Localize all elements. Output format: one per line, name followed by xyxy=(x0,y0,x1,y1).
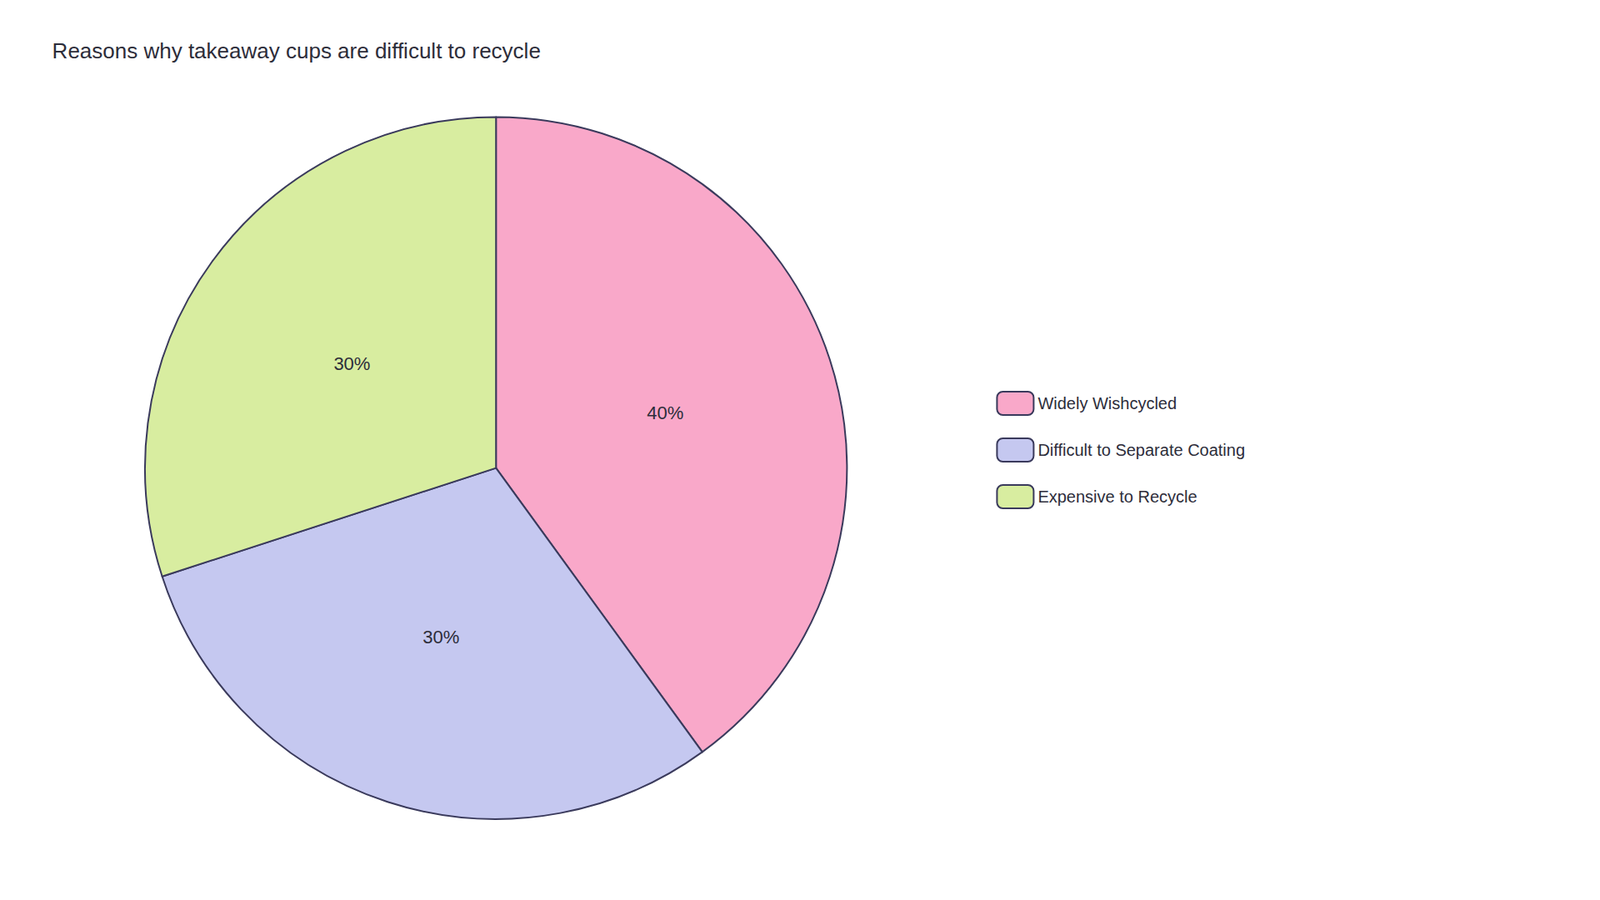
svg-text:30%: 30% xyxy=(333,353,370,375)
svg-text:40%: 40% xyxy=(646,402,684,424)
svg-text:Difficult to Separate Coating: Difficult to Separate Coating xyxy=(1037,440,1245,460)
svg-text:Expensive to Recycle: Expensive to Recycle xyxy=(1037,487,1197,506)
svg-text:Widely Wishcycled: Widely Wishcycled xyxy=(1037,394,1177,413)
svg-text:Reasons why takeaway cups are: Reasons why takeaway cups are difficult … xyxy=(52,38,541,64)
svg-text:30%: 30% xyxy=(422,626,460,648)
